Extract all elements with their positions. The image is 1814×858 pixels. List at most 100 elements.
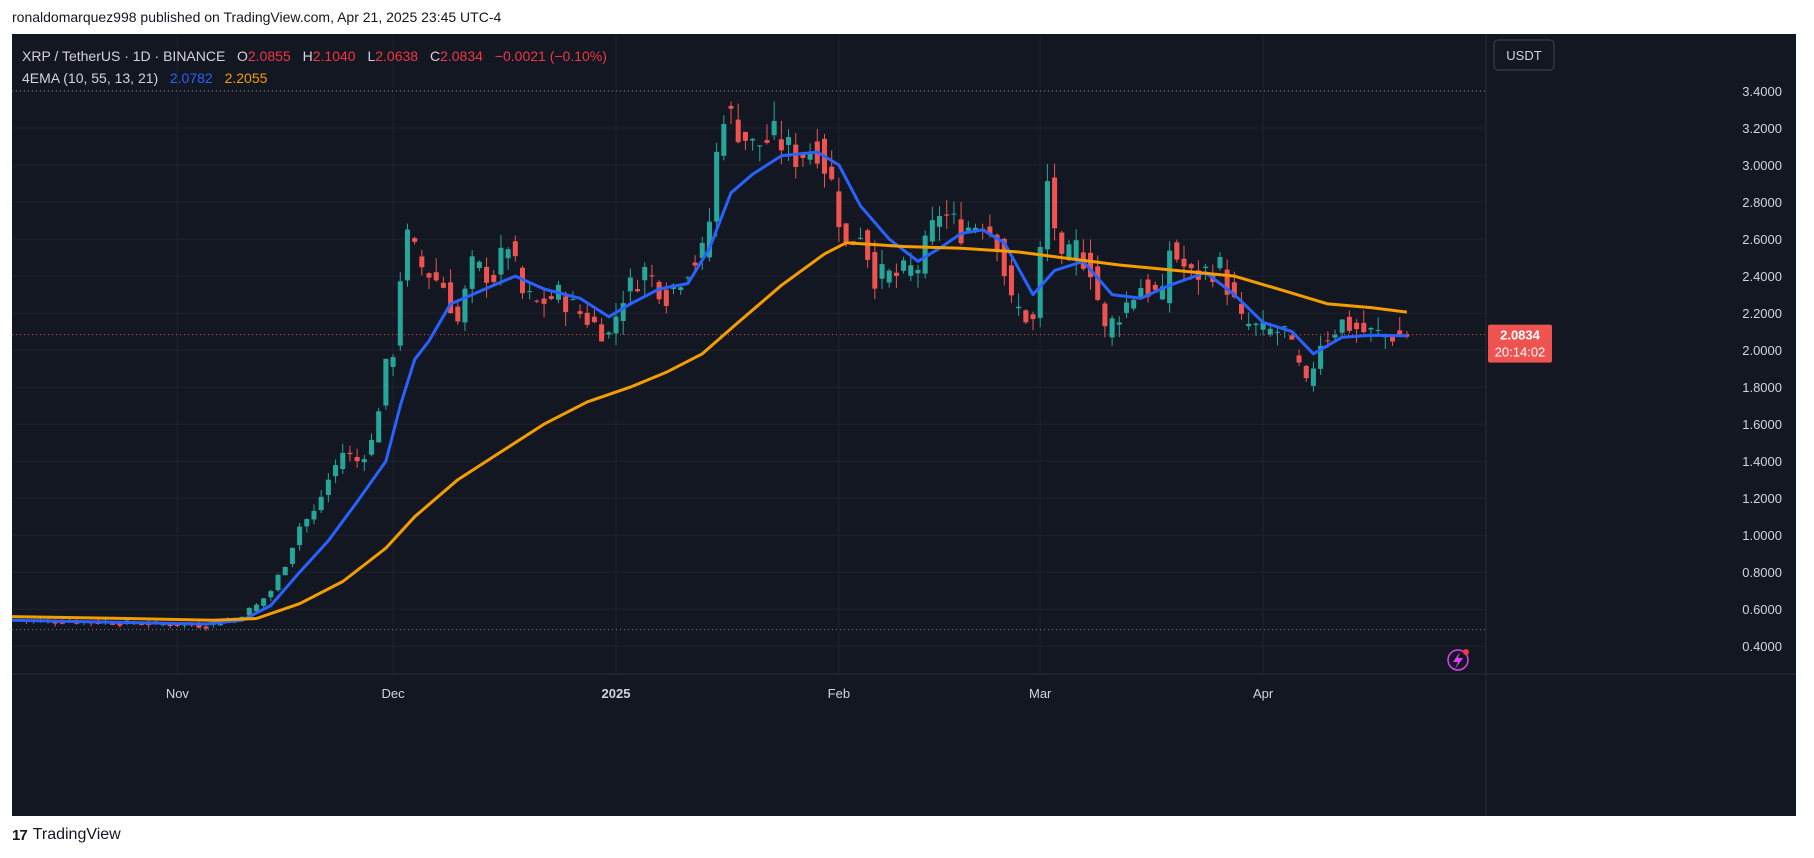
candle-body <box>1318 345 1324 369</box>
candle-body <box>627 277 633 292</box>
candle-body <box>742 131 748 141</box>
symbol-label[interactable]: XRP / TetherUS · 1D · BINANCE <box>22 48 226 64</box>
y-tick-label: 1.0000 <box>1742 528 1782 543</box>
candle-body <box>203 626 209 629</box>
candle-body <box>433 272 439 281</box>
candle-body <box>390 357 396 367</box>
candle-body <box>1296 355 1302 363</box>
candle-body <box>1224 269 1230 295</box>
candle-body <box>448 282 454 314</box>
candle-body <box>462 288 468 323</box>
brand-footer[interactable]: 17 TradingView <box>12 826 121 844</box>
candle-body <box>757 145 763 147</box>
candle-body <box>642 267 648 281</box>
low-value: 2.0638 <box>375 48 419 64</box>
candle-body <box>663 289 669 306</box>
candle-body <box>1361 322 1367 333</box>
lightning-icon-dot <box>1463 649 1469 655</box>
candle-body <box>721 123 727 156</box>
candle-body <box>836 191 842 228</box>
x-tick-label: Dec <box>382 686 406 701</box>
candle-body <box>512 241 518 257</box>
candle-body <box>397 281 403 346</box>
candle-body <box>1188 264 1194 269</box>
lightning-icon[interactable] <box>1447 649 1469 671</box>
candle-body <box>929 220 935 242</box>
candle-body <box>1095 266 1101 300</box>
candle-body <box>275 574 281 591</box>
high-label: H <box>302 48 313 64</box>
chart-panel[interactable] <box>12 34 1796 816</box>
candle-body <box>1203 266 1209 269</box>
candle-body <box>1116 322 1122 325</box>
candle-body <box>613 316 619 334</box>
candle-body <box>253 604 259 612</box>
candle-body <box>1390 337 1396 342</box>
y-tick-label: 2.2000 <box>1742 306 1782 321</box>
candle-body <box>857 237 863 239</box>
candle-body <box>440 282 446 288</box>
candle-body <box>771 120 777 136</box>
candle-body <box>541 298 547 304</box>
currency-button-label: USDT <box>1506 48 1541 63</box>
candle-body <box>354 456 360 462</box>
ema-row: 4EMA (10, 55, 13, 21) 2.0782 2.2055 <box>22 67 615 89</box>
candle-body <box>606 332 612 335</box>
candle-body <box>922 235 928 274</box>
candle-body <box>584 312 590 325</box>
candle-body <box>1310 368 1316 386</box>
candle-body <box>901 260 907 271</box>
candle-body <box>965 227 971 231</box>
candle-body <box>361 459 367 463</box>
candle-body <box>685 277 691 279</box>
candle-body <box>1368 327 1374 330</box>
candle-body <box>1059 232 1065 254</box>
currency-button[interactable]: USDT <box>1493 39 1555 71</box>
ema-fast-line <box>11 150 1407 626</box>
candle-body <box>1008 265 1014 296</box>
x-tick-label: Nov <box>166 686 190 701</box>
candle-body <box>649 275 655 277</box>
y-tick-label: 2.4000 <box>1742 269 1782 284</box>
candle-body <box>167 624 173 626</box>
candle-body <box>469 256 475 289</box>
candle-body <box>1073 240 1079 261</box>
y-tick-label: 3.0000 <box>1742 158 1782 173</box>
candle-body <box>1332 334 1338 338</box>
candle-body <box>1231 282 1237 298</box>
candle-body <box>1346 316 1352 331</box>
candles <box>16 101 1410 631</box>
candle-body <box>1397 330 1403 335</box>
candle-body <box>714 151 720 222</box>
candle-body <box>879 264 885 279</box>
candle-body <box>534 300 540 302</box>
y-tick-label: 2.6000 <box>1742 232 1782 247</box>
candle-body <box>1375 329 1381 331</box>
candle-body <box>908 265 914 276</box>
candle-body <box>1145 279 1151 297</box>
y-tick-label: 2.0000 <box>1742 343 1782 358</box>
candle-body <box>872 252 878 289</box>
candle-body <box>1088 252 1094 278</box>
candle-body <box>289 547 295 564</box>
candle-body <box>620 303 626 321</box>
candle-body <box>994 234 1000 252</box>
candle-body <box>915 269 921 274</box>
candle-body <box>1037 246 1043 318</box>
candle-body <box>1274 331 1280 333</box>
ema-lines <box>11 150 1408 626</box>
candle-body <box>958 219 964 244</box>
y-tick-label: 0.8000 <box>1742 565 1782 580</box>
x-tick-label: Feb <box>828 686 850 701</box>
candle-body <box>1239 303 1245 314</box>
candle-body <box>692 262 698 266</box>
ema-label[interactable]: 4EMA (10, 55, 13, 21) <box>22 70 159 86</box>
candle-body <box>527 290 533 292</box>
candle-body <box>1001 238 1007 277</box>
candle-body <box>117 622 123 626</box>
candle-body <box>800 153 806 158</box>
candle-body <box>1181 258 1187 267</box>
candle-body <box>893 272 899 276</box>
y-tick-label: 1.6000 <box>1742 417 1782 432</box>
